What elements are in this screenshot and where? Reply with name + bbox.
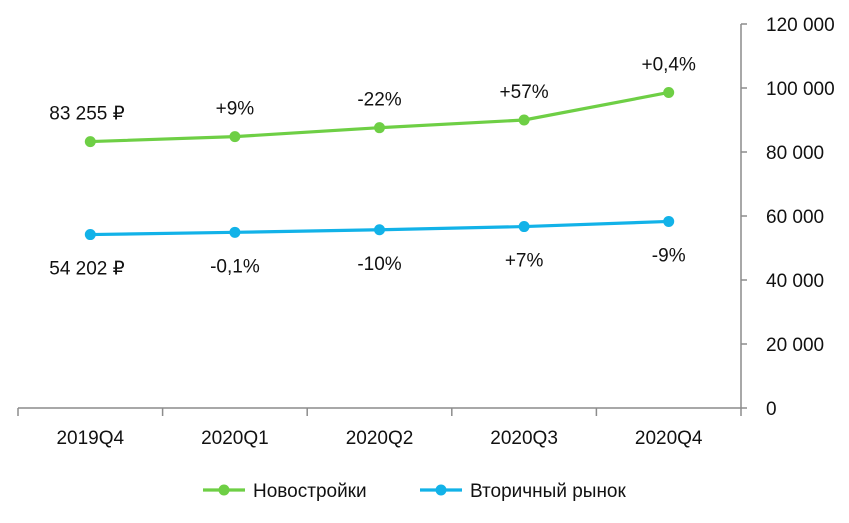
data-labels: 83 255 ₽ +9% -22% +57% +0,4% 54 202 ₽ -0,1% -10…	[49, 54, 696, 279]
y-tick-label: 60 000	[766, 207, 824, 228]
x-tick-label: 2020Q4	[635, 428, 703, 449]
data-label: +57%	[500, 82, 549, 103]
legend-swatch-marker	[435, 484, 447, 496]
series-1-point	[229, 226, 241, 238]
data-label: -9%	[652, 245, 686, 266]
legend-label: Новостройки	[253, 481, 367, 502]
y-tick-label: 120 000	[766, 15, 835, 36]
x-tick-label: 2020Q2	[346, 428, 414, 449]
data-label: +0,4%	[641, 54, 696, 75]
y-tick-label: 80 000	[766, 143, 824, 164]
x-tick-label: 2020Q3	[490, 428, 558, 449]
data-label: -22%	[357, 90, 401, 111]
legend-swatch-marker	[218, 484, 230, 496]
y-tick-label: 100 000	[766, 79, 835, 100]
series-1-point	[84, 229, 96, 241]
x-tick-label: 2019Q4	[56, 428, 124, 449]
series-1-point	[518, 221, 530, 233]
data-label: -0,1%	[210, 256, 260, 277]
axes: 2019Q4 2020Q1 2020Q2 2020Q3 2020Q4 0 20 000 40 …	[17, 15, 835, 449]
y-tick-label: 0	[766, 399, 777, 420]
series-0-point	[84, 136, 96, 148]
y-tick-label: 40 000	[766, 271, 824, 292]
data-label: 83 255 ₽	[49, 104, 124, 125]
series-0-point	[663, 86, 675, 98]
series-1-point	[663, 215, 675, 227]
series-0-point	[518, 114, 530, 126]
series-layer	[84, 86, 675, 241]
x-tick-label: 2020Q1	[201, 428, 269, 449]
legend: Новостройки Вторичный рынок	[203, 481, 627, 502]
y-tick-label: 20 000	[766, 335, 824, 356]
data-label: +7%	[505, 251, 544, 272]
data-label: -10%	[357, 254, 401, 275]
data-label: +9%	[216, 99, 255, 120]
series-0-point	[229, 131, 241, 143]
series-1-point	[374, 224, 385, 236]
series-0-point	[374, 122, 385, 134]
legend-label: Вторичный рынок	[470, 481, 627, 502]
data-label: 54 202 ₽	[49, 259, 124, 280]
